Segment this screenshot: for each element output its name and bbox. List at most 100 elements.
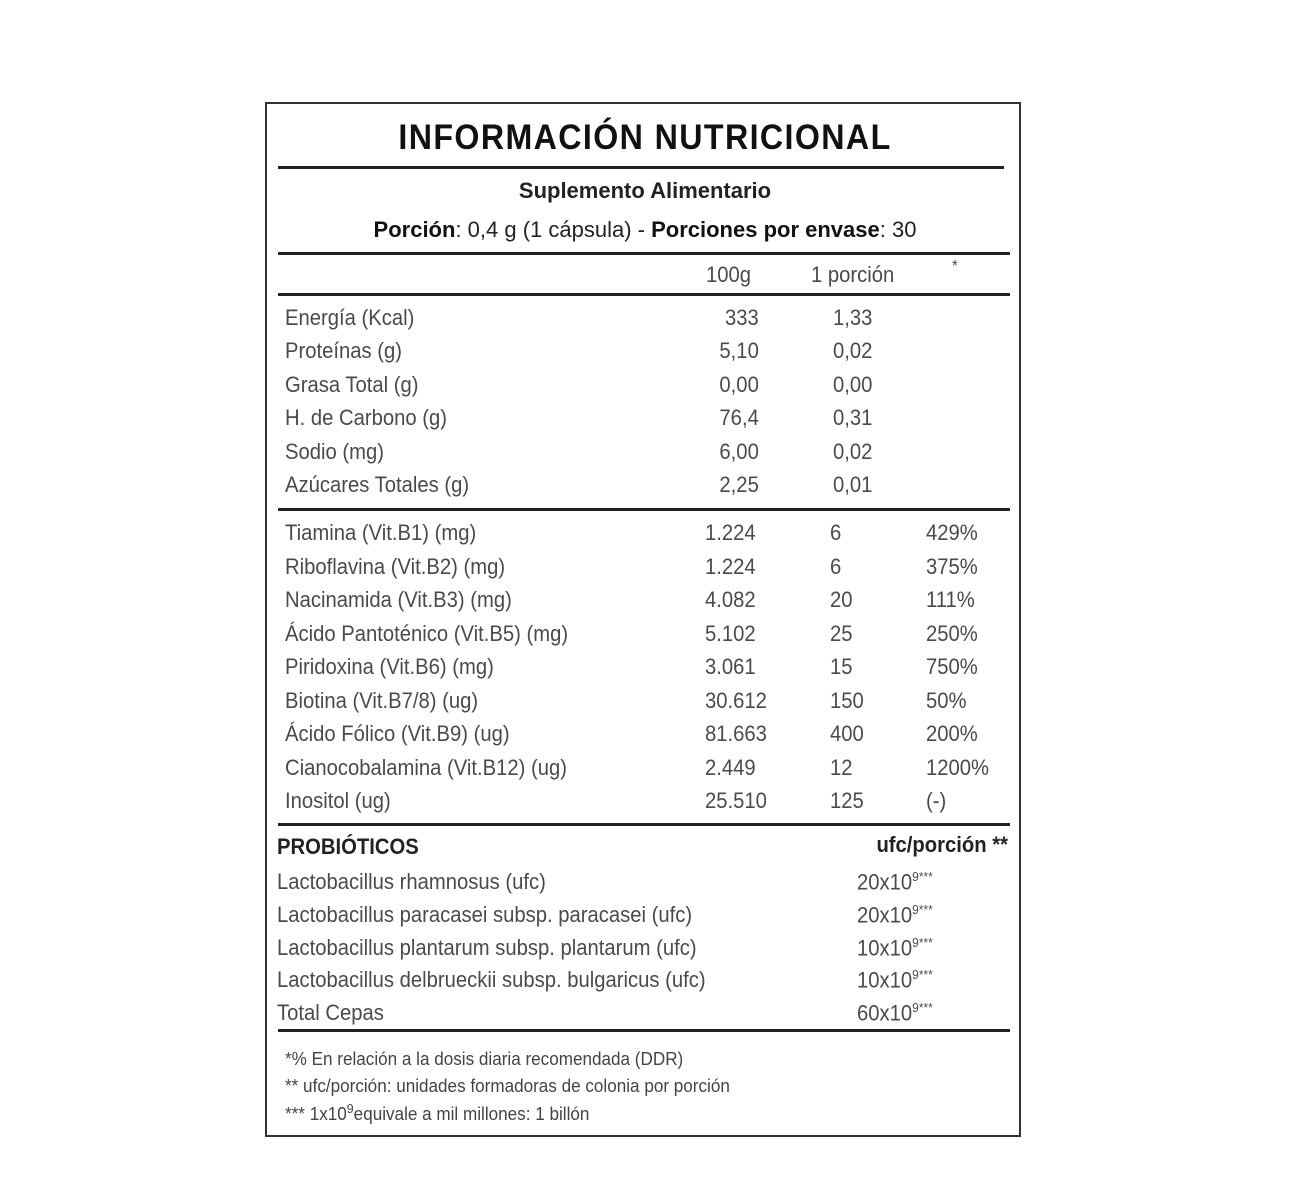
vitamin-per-portion: 150: [830, 687, 864, 713]
nutrient-per-100g: 2,25: [719, 472, 759, 497]
nutrient-per-portion: 1,33: [833, 305, 873, 330]
vitamin-pct-ddr: 250%: [926, 620, 978, 646]
vitamin-pct-ddr: 50%: [926, 687, 967, 713]
vitamin-per-100g: 5.102: [705, 620, 756, 646]
ufc-exponent: 9: [912, 1000, 919, 1016]
vitamin-per-100g: 1.224: [705, 553, 756, 579]
vitamin-name: Ácido Fólico (Vit.B9) (ug): [285, 721, 510, 746]
divider: [278, 823, 1010, 826]
ufc-footnote-mark: ***: [918, 1000, 933, 1016]
vitamin-name: Inositol (ug): [285, 788, 391, 813]
vitamin-pct-ddr: 429%: [926, 520, 978, 545]
vitamin-name: Riboflavina (Vit.B2) (mg): [285, 553, 506, 579]
vitamin-per-portion: 12: [830, 754, 853, 780]
ufc-base: 20x10: [857, 869, 913, 895]
footnote-ddr: *% En relación a la dosis diaria recomen…: [285, 1049, 684, 1069]
vitamin-pct-ddr: 200%: [926, 721, 978, 746]
divider: [278, 508, 1010, 511]
ufc-exponent: 9: [912, 934, 919, 950]
servings-value: : 30: [879, 217, 917, 242]
probiotic-name: Lactobacillus rhamnosus (ufc): [277, 869, 546, 894]
divider: [278, 1029, 1010, 1032]
footnote-billion-exp: 9: [346, 1101, 354, 1116]
probiotics-heading: PROBIÓTICOS: [277, 834, 419, 859]
nutrient-name: Sodio (mg): [285, 438, 384, 464]
nutrition-label-frame: [265, 102, 1021, 1137]
nutrient-per-portion: 0,02: [833, 338, 873, 364]
servings-label: Porciones por envase: [651, 217, 880, 242]
nutrient-name: H. de Carbono (g): [285, 405, 448, 431]
label-title: INFORMACIÓN NUTRICIONAL: [398, 118, 892, 157]
vitamin-per-portion: 400: [830, 721, 864, 746]
probiotic-ufc-value: 10x109***: [857, 967, 933, 993]
vitamin-per-portion: 20: [830, 587, 853, 612]
probiotic-ufc-value: 10x109***: [857, 935, 933, 961]
vitamin-name: Tiamina (Vit.B1) (mg): [285, 520, 477, 545]
vitamin-name: Biotina (Vit.B7/8) (ug): [285, 687, 479, 713]
vitamin-per-portion: 15: [830, 654, 853, 679]
nutrient-name: Proteínas (g): [285, 338, 402, 364]
divider: [278, 166, 1004, 169]
nutrient-per-100g: 5,10: [719, 338, 759, 364]
column-header-pct: *: [952, 258, 958, 275]
probiotic-ufc-value: 20x109***: [857, 869, 933, 895]
portion-label: Porción: [373, 217, 456, 242]
ufc-base: 20x10: [857, 902, 913, 928]
nutrient-per-portion: 0,01: [833, 472, 873, 497]
probiotic-ufc-value: 60x109***: [857, 1000, 933, 1026]
vitamin-per-portion: 25: [830, 620, 853, 646]
nutrient-per-portion: 0,00: [833, 371, 873, 397]
nutrient-name: Azúcares Totales (g): [285, 472, 470, 497]
footnote-billion-text: equivale a mil millones: 1 billón: [353, 1104, 590, 1124]
ufc-base: 60x10: [857, 1000, 913, 1026]
column-header-portion: 1 porción: [811, 262, 895, 287]
vitamin-pct-ddr: 1200%: [926, 754, 990, 780]
vitamin-name: Cianocobalamina (Vit.B12) (ug): [285, 754, 568, 780]
vitamin-pct-ddr: (-): [926, 788, 947, 813]
vitamin-pct-ddr: 750%: [926, 654, 978, 679]
ufc-footnote-mark: ***: [918, 934, 933, 950]
nutrient-name: Energía (Kcal): [285, 305, 415, 330]
column-header-100g: 100g: [706, 262, 752, 287]
vitamin-pct-ddr: 111%: [926, 587, 975, 612]
ufc-exponent: 9: [912, 869, 919, 884]
vitamin-per-100g: 2.449: [705, 754, 756, 780]
probiotics-unit-header: ufc/porción **: [876, 832, 1008, 857]
vitamin-name: Ácido Pantoténico (Vit.B5) (mg): [285, 620, 569, 646]
vitamin-per-100g: 81.663: [705, 721, 767, 746]
probiotic-name: Lactobacillus delbrueckii subsp. bulgari…: [277, 967, 706, 993]
nutrient-per-100g: 76,4: [719, 405, 759, 431]
nutrient-per-100g: 333: [725, 305, 759, 330]
probiotic-name: Total Cepas: [277, 1000, 384, 1026]
vitamin-per-100g: 25.510: [705, 788, 767, 813]
probiotic-name: Lactobacillus plantarum subsp. plantarum…: [277, 934, 697, 960]
ufc-base: 10x10: [857, 934, 913, 960]
nutrient-per-portion: 0,02: [833, 438, 873, 464]
ufc-footnote-mark: ***: [918, 967, 933, 983]
vitamin-per-portion: 6: [830, 520, 842, 545]
vitamin-name: Nacinamida (Vit.B3) (mg): [285, 587, 512, 612]
vitamin-per-100g: 1.224: [705, 520, 756, 545]
ufc-exponent: 9: [912, 901, 919, 917]
divider: [278, 252, 1010, 255]
ufc-base: 10x10: [857, 967, 913, 993]
portion-value: : 0,4 g (1 cápsula) -: [455, 217, 652, 242]
nutrient-per-100g: 6,00: [719, 438, 759, 464]
probiotic-name: Lactobacillus paracasei subsp. paracasei…: [277, 901, 693, 927]
vitamin-per-100g: 3.061: [705, 654, 756, 679]
vitamin-name: Piridoxina (Vit.B6) (mg): [285, 654, 494, 679]
nutrient-per-100g: 0,00: [719, 371, 759, 397]
divider: [278, 293, 1010, 296]
ufc-footnote-mark: ***: [918, 901, 933, 917]
nutrient-per-portion: 0,31: [833, 405, 873, 431]
nutrient-name: Grasa Total (g): [285, 371, 419, 397]
vitamin-per-100g: 30.612: [705, 687, 767, 713]
ufc-exponent: 9: [912, 967, 919, 983]
vitamin-pct-ddr: 375%: [926, 553, 978, 579]
vitamin-per-portion: 6: [830, 553, 842, 579]
portion-info: Porción: 0,4 g (1 cápsula) - Porciones p…: [0, 217, 1290, 243]
vitamin-per-portion: 125: [830, 788, 864, 813]
subtitle: Suplemento Alimentario: [518, 178, 772, 203]
footnote-billion-base: *** 1x10: [285, 1104, 347, 1124]
ufc-footnote-mark: ***: [918, 869, 933, 884]
